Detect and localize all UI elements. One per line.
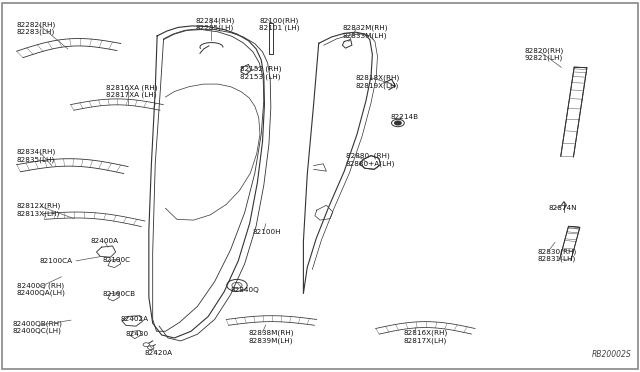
Text: 82834(RH)
82835(LH): 82834(RH) 82835(LH) [17, 149, 56, 163]
Text: 82812X(RH)
82813X(LH): 82812X(RH) 82813X(LH) [17, 203, 61, 217]
Text: 82840Q: 82840Q [230, 287, 259, 293]
Circle shape [148, 346, 154, 349]
Text: 82880  (RH)
82880+A(LH): 82880 (RH) 82880+A(LH) [346, 153, 395, 167]
Polygon shape [97, 246, 116, 257]
Polygon shape [360, 155, 381, 169]
Circle shape [143, 343, 150, 346]
Text: 82400A: 82400A [90, 238, 118, 244]
Text: 82100CA: 82100CA [39, 258, 72, 264]
Text: 82832M(RH)
82833M(LH): 82832M(RH) 82833M(LH) [342, 25, 388, 39]
Text: RB20002S: RB20002S [592, 350, 632, 359]
Circle shape [227, 279, 247, 291]
Circle shape [392, 119, 404, 127]
Text: 82400Q (RH)
82400QA(LH): 82400Q (RH) 82400QA(LH) [17, 282, 65, 296]
Circle shape [395, 121, 401, 125]
Text: 82282(RH)
82283(LH): 82282(RH) 82283(LH) [17, 21, 56, 35]
Text: 82100C: 82100C [103, 257, 131, 263]
Text: 82420A: 82420A [145, 350, 173, 356]
Text: 82830(RH)
82831(LH): 82830(RH) 82831(LH) [537, 248, 577, 262]
Text: 82100(RH)
82101 (LH): 82100(RH) 82101 (LH) [259, 17, 300, 31]
Circle shape [232, 282, 242, 288]
Text: 82100CB: 82100CB [103, 291, 136, 296]
Text: 82874N: 82874N [548, 205, 577, 211]
Text: 82152 (RH)
82153 (LH): 82152 (RH) 82153 (LH) [240, 65, 282, 80]
Text: 82400QB(RH)
82400QC(LH): 82400QB(RH) 82400QC(LH) [12, 320, 62, 334]
Text: 82430: 82430 [126, 331, 149, 337]
Text: 82816XA (RH)
82817XA (LH): 82816XA (RH) 82817XA (LH) [106, 84, 157, 98]
Text: 82214B: 82214B [390, 114, 419, 120]
Text: 82838M(RH)
82839M(LH): 82838M(RH) 82839M(LH) [248, 330, 294, 344]
Text: 82402A: 82402A [121, 317, 149, 323]
Text: 82816X(RH)
82817X(LH): 82816X(RH) 82817X(LH) [403, 330, 447, 344]
Polygon shape [122, 316, 143, 326]
Text: 82100H: 82100H [253, 229, 282, 235]
Text: 82818X(RH)
82819X(LH): 82818X(RH) 82819X(LH) [355, 75, 399, 89]
Text: 82284(RH)
82285(LH): 82284(RH) 82285(LH) [195, 17, 235, 31]
Text: 82820(RH)
92821(LH): 82820(RH) 92821(LH) [524, 47, 564, 61]
